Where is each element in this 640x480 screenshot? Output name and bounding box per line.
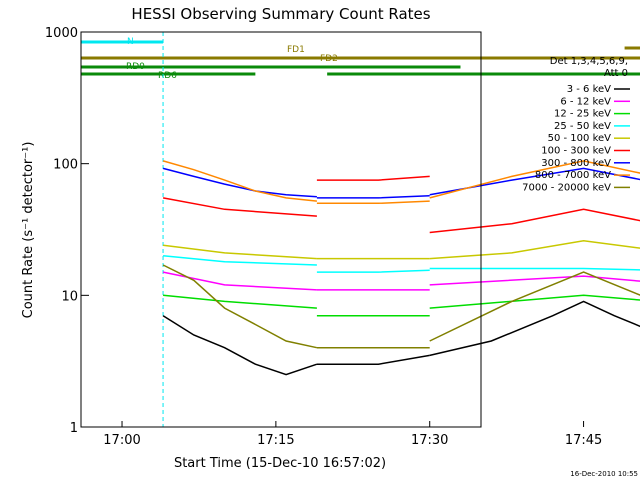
- series-line-25-50-kev: [429, 267, 640, 271]
- series-line-25-50-kev: [163, 254, 317, 266]
- y-axis-ticks: 1 10 100 1000: [45, 26, 89, 436]
- series-line-3-6-kev: [429, 300, 640, 357]
- flag-label-fd2: FD2: [320, 54, 338, 64]
- series-line-12-25-kev: [429, 294, 640, 309]
- series-line-300-800-kev: [162, 167, 317, 198]
- plot-timestamp: 16-Dec-2010 10:55: [570, 470, 638, 478]
- legend-header: Det 1,3,4,5,6,9,: [550, 56, 628, 67]
- series-line-3-6-kev: [162, 315, 318, 376]
- series-line-7000-20000-kev: [429, 271, 640, 342]
- legend-label: 12 - 25 keV: [554, 109, 611, 120]
- series-line-100-300-kev: [429, 208, 640, 234]
- chart-title: HESSI Observing Summary Count Rates: [131, 5, 430, 23]
- series-line-300-800-kev: [429, 167, 640, 196]
- flag-bars: N FD1 FD2 RD0 RD6: [81, 37, 640, 81]
- series-lines: [162, 160, 640, 376]
- series-line-100-300-kev: [316, 175, 430, 181]
- legend-header: Att 0: [604, 68, 628, 79]
- legend-label: 6 - 12 keV: [560, 96, 611, 107]
- legend-label: 300 - 800 keV: [541, 158, 611, 169]
- y-tick-label: 10: [61, 289, 78, 304]
- x-tick-label: 17:00: [103, 433, 140, 448]
- x-tick-label: 17:15: [257, 433, 294, 448]
- legend-label: 25 - 50 keV: [554, 121, 611, 132]
- series-line-50-100-kev: [163, 244, 317, 260]
- series-line-6-12-kev: [162, 271, 317, 291]
- legend-label: 50 - 100 keV: [548, 133, 612, 144]
- legend-label: 7000 - 20000 keV: [522, 182, 611, 193]
- x-tick-label: 17:30: [411, 433, 448, 448]
- plot-frame: [80, 31, 482, 428]
- x-tick-label: 17:45: [565, 433, 602, 448]
- series-line-50-100-kev: [429, 239, 640, 260]
- series-line-3-6-kev: [316, 354, 430, 365]
- series-line-800-7000-kev: [316, 200, 430, 205]
- flag-label-n: N: [127, 37, 134, 47]
- y-tick-label: 1: [70, 421, 78, 436]
- y-tick-label: 1000: [45, 26, 78, 41]
- x-axis-label: Start Time (15-Dec-10 16:57:02): [174, 456, 386, 471]
- flag-label-fd1: FD1: [287, 45, 305, 55]
- series-line-800-7000-kev: [162, 160, 317, 202]
- legend-label: 3 - 6 keV: [567, 84, 611, 95]
- series-line-100-300-kev: [162, 197, 317, 217]
- series-line-25-50-kev: [316, 269, 430, 273]
- legend-label: 100 - 300 keV: [541, 146, 611, 157]
- series-line-300-800-kev: [316, 195, 430, 199]
- flag-label-rd0: RD0: [126, 62, 145, 72]
- series-line-800-7000-kev: [429, 160, 640, 199]
- series-line-12-25-kev: [163, 294, 317, 309]
- y-axis-label: Count Rate (s⁻¹ detector⁻¹): [21, 142, 36, 319]
- flag-label-rd6: RD6: [158, 71, 177, 81]
- legend-label: 800 - 7000 keV: [535, 170, 611, 181]
- y-tick-label: 100: [53, 158, 78, 173]
- series-line-7000-20000-kev: [162, 264, 318, 349]
